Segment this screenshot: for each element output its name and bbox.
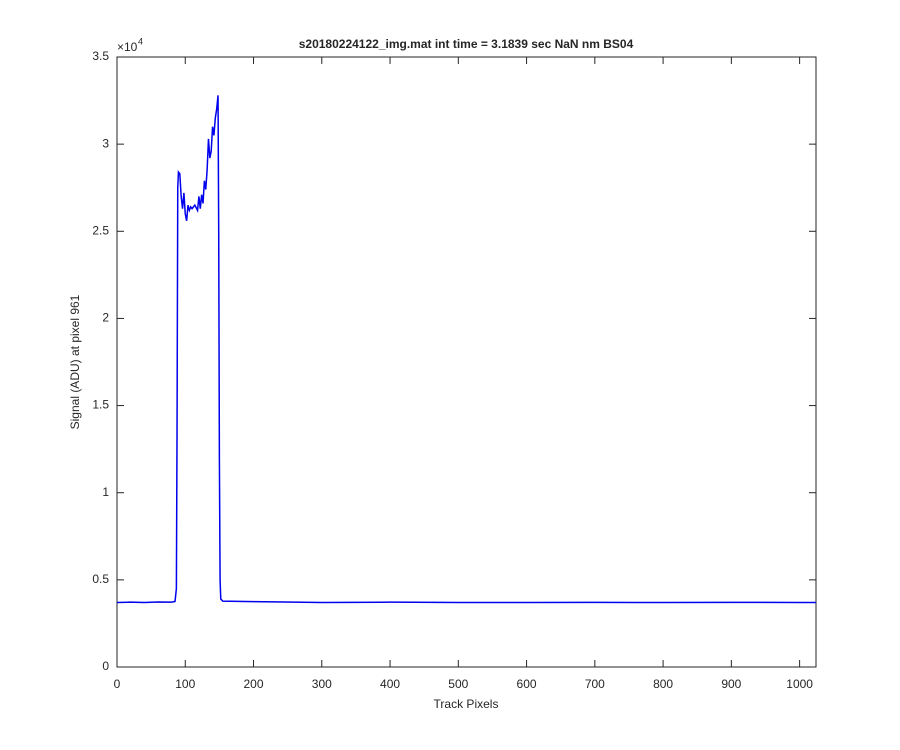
y-exponent-base: ×10 (117, 40, 138, 54)
x-axis-label: Track Pixels (434, 697, 499, 711)
data-line (116, 95, 816, 604)
y-tick-label: 3.5 (92, 49, 109, 63)
chart-title: s20180224122_img.mat int time = 3.1839 s… (299, 37, 634, 51)
y-axis-label: Signal (ADU) at pixel 961 (68, 294, 82, 429)
x-tick-label: 200 (244, 677, 264, 691)
y-tick-label: 1.5 (92, 398, 109, 412)
y-tick-label: 2.5 (92, 223, 109, 237)
x-tick-label: 800 (653, 677, 673, 691)
x-tick-label: 500 (448, 677, 468, 691)
y-tick-label: 0.5 (92, 572, 109, 586)
y-exponent: 4 (138, 36, 143, 46)
x-tick-label: 900 (721, 677, 741, 691)
x-tick-label: 1000 (786, 677, 813, 691)
y-tick-label: 3 (102, 136, 109, 150)
x-tick-label: 400 (380, 677, 400, 691)
x-tick-label: 700 (585, 677, 605, 691)
x-tick-label: 600 (517, 677, 537, 691)
y-tick-label: 1 (102, 485, 109, 499)
x-tick-label: 300 (312, 677, 332, 691)
x-tick-label: 0 (114, 677, 121, 691)
x-tick-label: 100 (175, 677, 195, 691)
y-tick-label: 2 (102, 311, 109, 325)
y-tick-label: 0 (102, 659, 109, 673)
plot-frame (116, 56, 817, 668)
